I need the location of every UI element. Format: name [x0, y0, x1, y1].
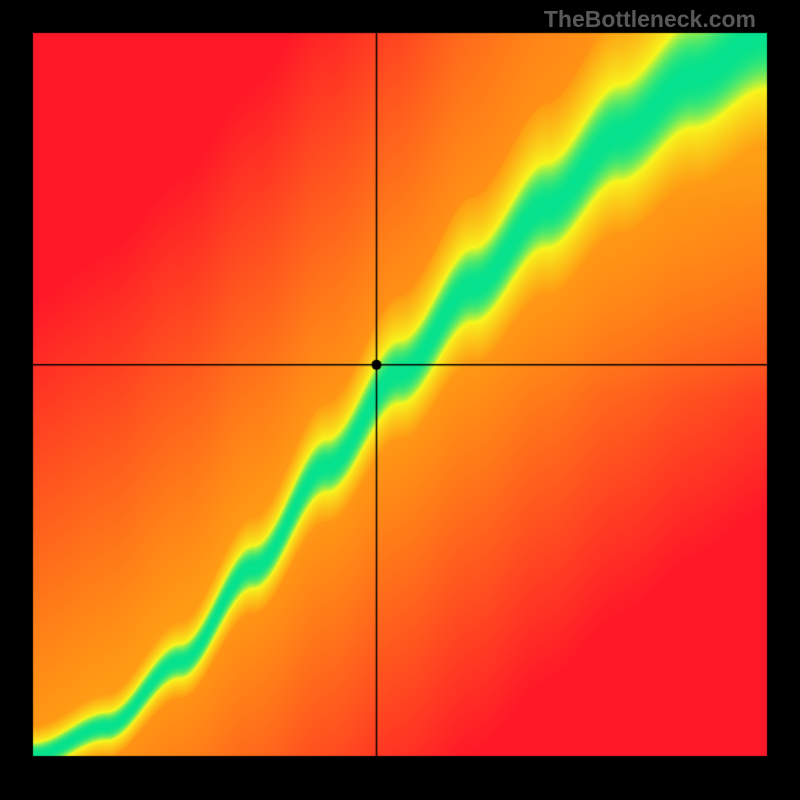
watermark-text: TheBottleneck.com	[544, 6, 756, 33]
bottleneck-heatmap	[0, 0, 800, 800]
chart-container: TheBottleneck.com	[0, 0, 800, 800]
